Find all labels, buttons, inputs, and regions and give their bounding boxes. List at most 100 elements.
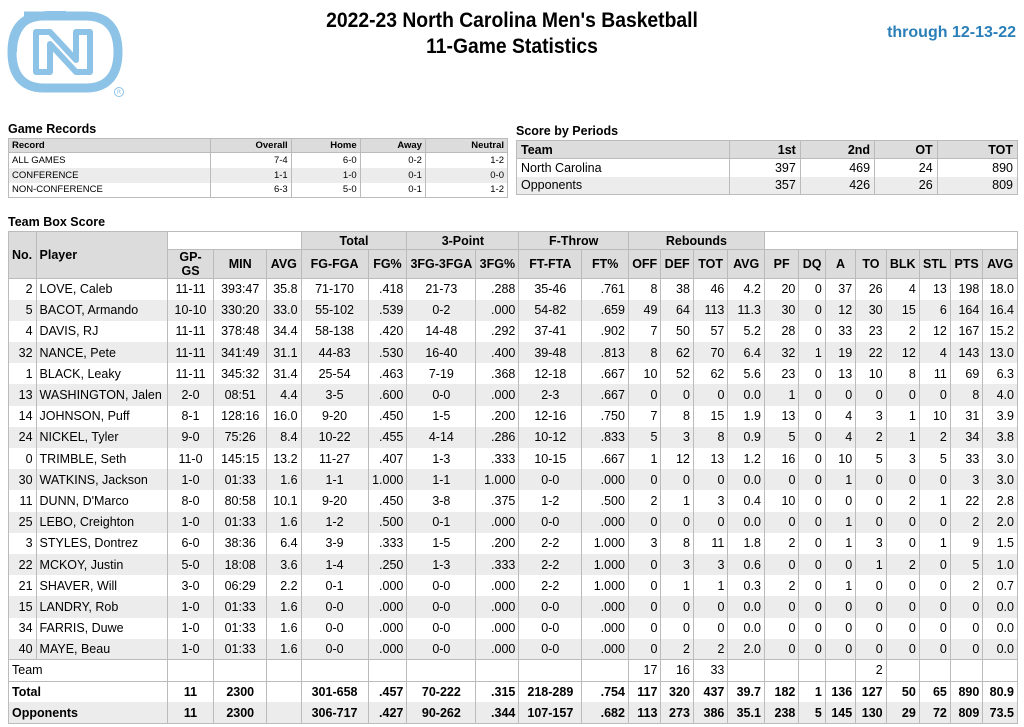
table-cell: .420 <box>367 320 408 343</box>
table-cell: 16 <box>763 448 800 470</box>
table-cell: 33 <box>824 320 857 343</box>
table-cell: 0 <box>798 469 826 491</box>
table-cell: 6.4 <box>266 532 302 554</box>
table-row: Opponents 11 2300 306-717.427 90-262.344 107-… <box>8 702 1018 724</box>
table-cell: 44-83 <box>300 342 369 364</box>
table-cell: 90-262 <box>406 702 477 724</box>
table-cell: 2 <box>763 575 800 597</box>
table-cell <box>581 659 629 682</box>
table-cell: 0 <box>798 596 826 618</box>
table-cell: 5.2 <box>727 320 765 343</box>
table-cell: 22 <box>949 490 984 512</box>
table-cell: 01:33 <box>213 617 268 639</box>
table-cell: 469 <box>799 158 876 177</box>
table-cell: 145:15 <box>213 448 268 470</box>
table-cell: 30 <box>763 299 800 321</box>
table-cell: 01:33 <box>213 469 268 491</box>
table-cell: 11-0 <box>166 448 215 470</box>
table-cell: 4 <box>885 278 920 300</box>
table-cell: 0.0 <box>982 596 1018 618</box>
table-cell: 31.1 <box>266 342 302 364</box>
table-cell: 0 <box>949 638 984 660</box>
score-col-header: 2nd <box>799 140 876 159</box>
table-cell: 01:33 <box>213 511 268 533</box>
table-cell: .315 <box>475 680 520 703</box>
table-cell: 5 <box>798 702 826 724</box>
table-cell: .000 <box>367 575 408 597</box>
table-row: Opponents 357 426 26 809 <box>516 176 1019 195</box>
table-cell: 37 <box>824 278 857 300</box>
box-col-header: PTS <box>949 249 984 279</box>
table-cell: 8 <box>692 426 729 448</box>
table-cell: 0 <box>885 532 920 554</box>
box-col-header: 3FG-3FGA <box>406 249 477 279</box>
table-cell: 1-1 <box>300 469 369 491</box>
table-cell: 0 <box>692 511 729 533</box>
table-cell: 4.4 <box>266 384 302 406</box>
table-cell: 12 <box>824 299 857 321</box>
table-cell: 0 <box>798 575 826 597</box>
table-cell: 9-20 <box>300 490 369 512</box>
table-cell: 0-1 <box>359 182 426 198</box>
table-cell: 16 <box>660 659 694 682</box>
table-cell: .375 <box>475 490 520 512</box>
table-cell: 1-5 <box>406 532 477 554</box>
table-cell: 65 <box>918 680 951 703</box>
table-cell: 0 <box>855 575 887 597</box>
table-cell: 34 <box>949 426 984 448</box>
table-cell: 69 <box>949 363 984 385</box>
table-cell: 8-0 <box>166 490 215 512</box>
table-cell: 13.2 <box>266 448 302 470</box>
table-cell: 0 <box>798 553 826 576</box>
table-cell: 0-0 <box>406 617 477 639</box>
table-cell: 0 <box>798 363 826 385</box>
table-cell: 3-0 <box>166 575 215 597</box>
table-cell: 1.8 <box>727 532 765 554</box>
table-cell: .250 <box>367 553 408 576</box>
table-cell: 8 <box>627 278 662 300</box>
table-cell: DUNN, D'Marco <box>35 490 168 512</box>
table-cell: 0 <box>798 490 826 512</box>
table-cell: 39-48 <box>518 342 583 364</box>
table-cell: 75:26 <box>213 426 268 448</box>
table-cell: 890 <box>949 680 984 703</box>
table-cell: Opponents <box>516 176 730 195</box>
table-cell: 0-0 <box>406 384 477 406</box>
table-cell: 330:20 <box>213 299 268 321</box>
table-cell: 0-1 <box>300 575 369 597</box>
table-cell: 18.0 <box>982 278 1018 300</box>
table-row: 4 DAVIS, RJ 11-11 378:48 34.4 58-138.420 14-48… <box>8 320 1018 343</box>
table-cell: 0 <box>885 469 920 491</box>
table-cell: 0 <box>949 617 984 639</box>
table-cell: LANDRY, Rob <box>35 596 168 618</box>
table-cell: 0 <box>627 469 662 491</box>
table-cell: 22 <box>8 553 37 576</box>
table-cell: 10 <box>824 448 857 470</box>
table-cell: 40 <box>8 638 37 660</box>
table-cell: 167 <box>949 320 984 343</box>
table-cell: 0 <box>627 384 662 406</box>
box-col-header: OFF <box>627 249 662 279</box>
table-cell: 0 <box>660 469 694 491</box>
table-cell: 0-0 <box>424 167 509 183</box>
table-cell: 1-3 <box>406 448 477 470</box>
table-cell: 73.5 <box>982 702 1018 724</box>
table-cell: 14-48 <box>406 320 477 343</box>
table-cell: Opponents <box>8 702 168 724</box>
table-cell: 1 <box>824 469 857 491</box>
table-cell: 0-0 <box>518 617 583 639</box>
table-cell: 0 <box>855 596 887 618</box>
table-cell: 38:36 <box>213 532 268 554</box>
table-cell: 1 <box>8 363 37 385</box>
table-cell: 0 <box>763 596 800 618</box>
table-cell: 2 <box>8 278 37 300</box>
group-total: Total <box>300 231 408 250</box>
table-cell: 4 <box>824 426 857 448</box>
table-cell: LEBO, Creighton <box>35 511 168 533</box>
table-cell: 2300 <box>213 680 268 703</box>
table-cell: SHAVER, Will <box>35 575 168 597</box>
table-row: Total 11 2300 301-658.457 70-222.315 218-289.… <box>8 680 1018 703</box>
table-cell: 10 <box>918 405 951 427</box>
table-cell: 64 <box>660 299 694 321</box>
table-cell: 198 <box>949 278 984 300</box>
